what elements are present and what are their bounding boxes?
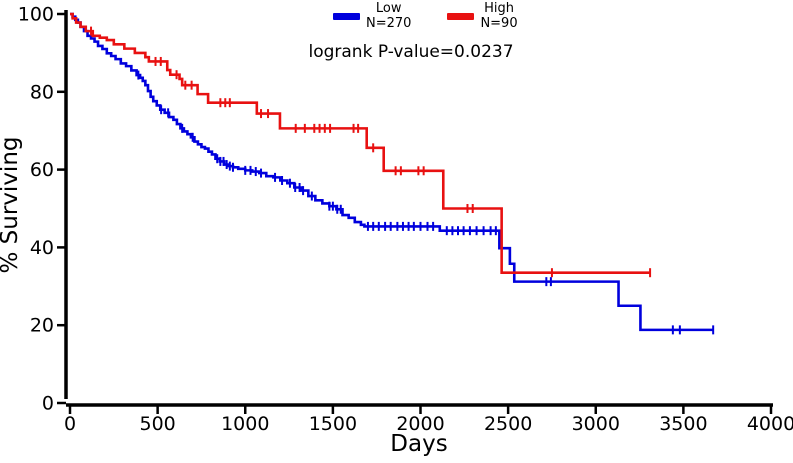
legend-entry-high-labels: High N=90	[480, 1, 517, 32]
legend-entry-low: Low N=270	[333, 1, 411, 32]
y-tick-label: 60	[30, 159, 54, 181]
x-tick-label: 2000	[396, 413, 444, 435]
logrank-pvalue-annotation: logrank P-value=0.0237	[308, 42, 514, 62]
y-axis-label: % Surviving	[0, 137, 23, 274]
x-tick-label: 3000	[572, 413, 620, 435]
legend-high-name: High	[484, 1, 514, 16]
y-tick-label: 100	[18, 4, 54, 26]
x-tick-label: 500	[139, 413, 175, 435]
x-tick-label: 2500	[484, 413, 532, 435]
series-low	[70, 12, 715, 335]
legend-low-count: N=270	[366, 16, 412, 32]
x-tick-label: 1500	[309, 413, 357, 435]
legend-high-count: N=90	[480, 16, 518, 32]
legend-low-name: Low	[375, 1, 402, 16]
series-high	[70, 12, 652, 278]
low-series-swatch	[333, 12, 360, 20]
legend-entry-low-labels: Low N=270	[366, 1, 411, 32]
y-tick-label: 80	[30, 81, 54, 103]
x-tick-label: 3500	[659, 413, 707, 435]
legend: Low N=270 High N=90	[333, 1, 518, 32]
x-tick-label: 0	[64, 413, 76, 435]
axes	[57, 10, 773, 414]
y-tick-label: 0	[42, 393, 54, 415]
x-tick-label: 4000	[747, 413, 793, 435]
x-axis-label: Days	[390, 431, 447, 457]
high-series-swatch	[447, 12, 475, 20]
legend-entry-high: High N=90	[447, 1, 518, 32]
y-tick-label: 40	[30, 237, 54, 259]
survival-curve	[70, 12, 651, 274]
y-tick-label: 20	[30, 315, 54, 337]
x-tick-label: 1000	[221, 413, 269, 435]
